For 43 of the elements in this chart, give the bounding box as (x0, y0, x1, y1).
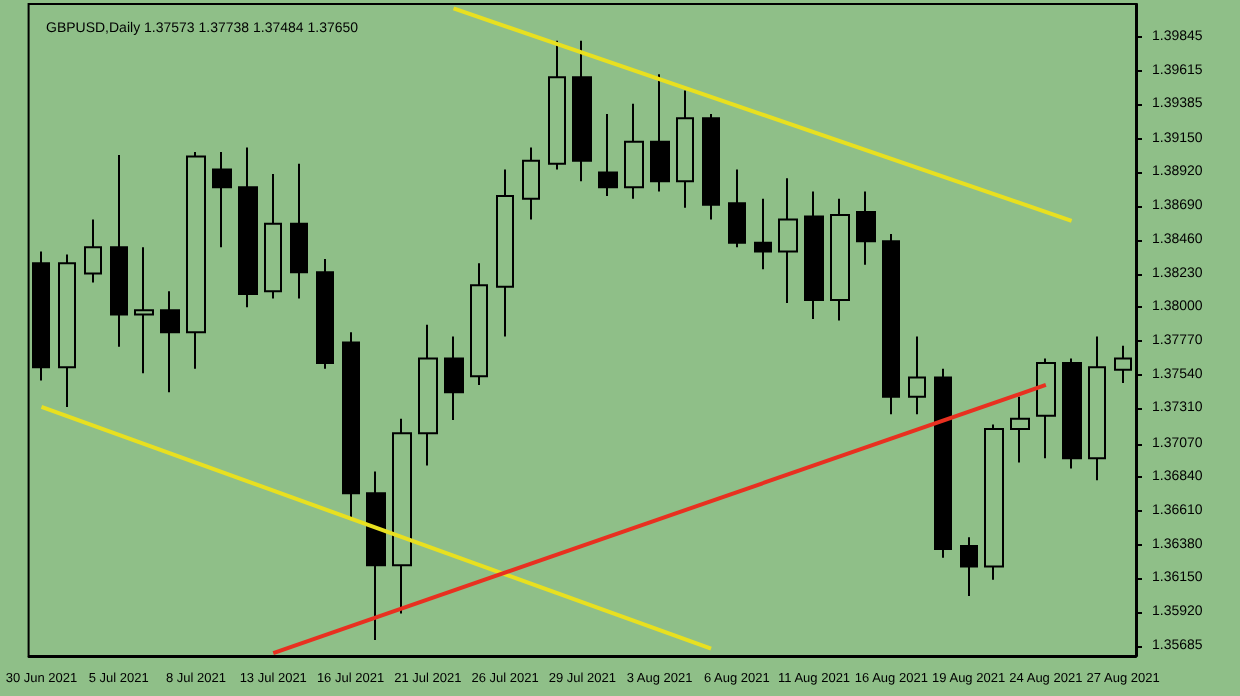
candlestick (984, 423, 1004, 581)
candlestick (58, 253, 76, 408)
candlestick (702, 112, 720, 221)
candlestick (160, 290, 180, 394)
candlestick (548, 39, 566, 171)
candlestick (32, 250, 50, 382)
candlestick (238, 146, 258, 309)
candlestick (804, 190, 824, 321)
candlestick (1114, 344, 1132, 384)
candlestick (134, 246, 154, 375)
candlestick (598, 112, 618, 197)
candlestick (572, 39, 592, 183)
candlestick (882, 233, 900, 416)
candlestick (1010, 395, 1030, 464)
candlestick (264, 172, 282, 300)
candlestick (1062, 357, 1082, 470)
candlestick (316, 257, 334, 370)
candlestick (1088, 335, 1106, 482)
candlestick (908, 335, 926, 416)
candlestick (470, 262, 488, 386)
candlestick (830, 197, 850, 322)
candlestick (778, 177, 798, 304)
candlestick (84, 218, 102, 284)
candlestick (856, 190, 876, 266)
candlestick (934, 367, 952, 559)
candlestick (676, 89, 694, 209)
candlestick (392, 417, 412, 615)
candlestick (110, 153, 128, 348)
candlestick (496, 168, 514, 338)
candlestick (728, 168, 746, 249)
candlestick (444, 335, 464, 422)
candlestick (522, 146, 540, 221)
candlestick (366, 470, 386, 641)
candlestick (212, 150, 232, 249)
candlestick (186, 150, 206, 370)
candlestick (342, 331, 360, 520)
candlestick (754, 197, 772, 271)
candlestick (290, 162, 308, 300)
candlestick (418, 323, 438, 467)
candlestick (624, 102, 644, 200)
candlestick (650, 73, 670, 193)
candlestick (960, 536, 978, 597)
candlestick (1036, 357, 1056, 460)
